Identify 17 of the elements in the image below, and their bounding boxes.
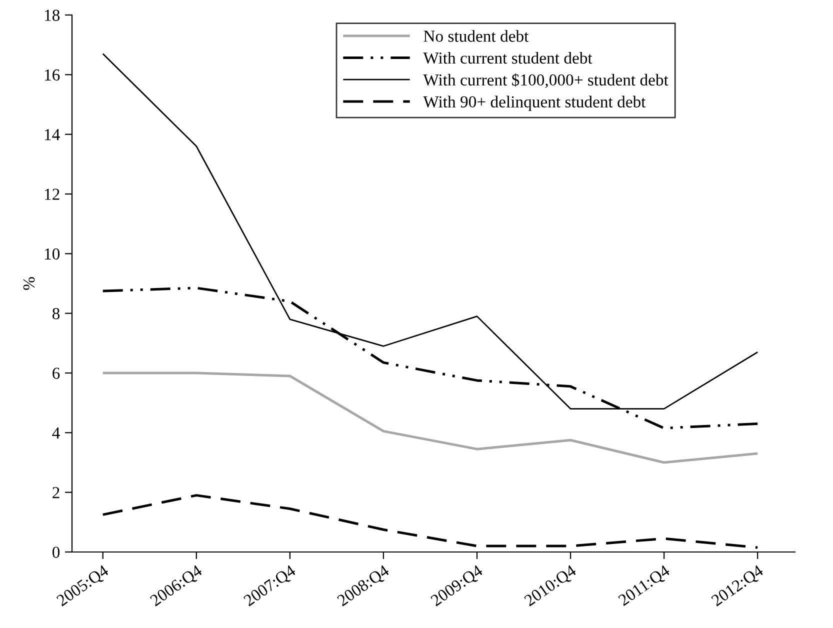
y-tick-label: 6 bbox=[52, 368, 60, 379]
y-tick-label: 16 bbox=[44, 69, 60, 81]
y-axis-title: % bbox=[23, 277, 35, 290]
legend-label: With current student debt bbox=[423, 52, 592, 64]
y-tick-label: 14 bbox=[44, 129, 60, 140]
line-series bbox=[102, 372, 759, 464]
legend-label: No student debt bbox=[424, 30, 529, 42]
y-tick-label: 8 bbox=[52, 308, 60, 320]
legend-label: With current $100,000+ student debt bbox=[423, 73, 668, 88]
y-tick-label: 12 bbox=[44, 188, 60, 200]
y-tick-label: 4 bbox=[52, 427, 60, 438]
y-tick-label: 10 bbox=[44, 248, 60, 260]
y-tick-label: 2 bbox=[52, 487, 60, 498]
y-tick-label: 18 bbox=[44, 10, 60, 21]
line-series bbox=[102, 494, 759, 549]
legend-label: With 90+ delinquent student debt bbox=[423, 96, 646, 111]
y-tick-label: 0 bbox=[52, 546, 60, 558]
